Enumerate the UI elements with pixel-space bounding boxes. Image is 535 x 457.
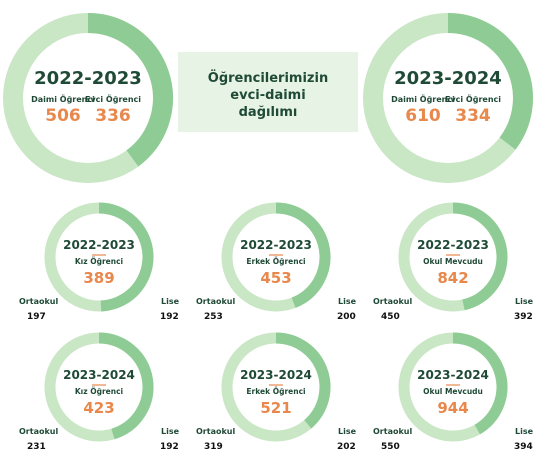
center-caption: Öğrencilerimizin evci-daimi dağılımı — [208, 70, 328, 120]
total-value: 521 — [260, 399, 291, 417]
lise-value: 192 — [160, 312, 179, 322]
group-label: Erkek Öğrenci — [246, 257, 305, 266]
daimi-value: 610 — [405, 106, 441, 126]
lise-value: 200 — [337, 312, 356, 322]
donut-title: 2022-2023 — [63, 238, 135, 252]
group-label: Okul Mevcudu — [423, 257, 483, 266]
donut-slice-lise — [452, 332, 508, 435]
ortaokul-label: Ortaokul — [373, 297, 412, 306]
ortaokul-label: Ortaokul — [19, 427, 58, 436]
donut-2023-school: 2023-2024 Okul Mevcudu 944 Ortaokul 550 Lise 3… — [373, 332, 534, 452]
donut-title: 2023-2024 — [417, 368, 489, 382]
donut-slice-evci — [87, 13, 173, 167]
daimi-label: Daimi Öğrenci — [31, 94, 95, 104]
donut-title: 2023-2024 — [63, 368, 135, 382]
lise-label: Lise — [515, 297, 534, 306]
donut-title: 2022-2023 — [240, 238, 312, 252]
donut-slice-lise — [98, 332, 154, 440]
ortaokul-value: 319 — [204, 442, 223, 452]
center-caption-line: dağılımı — [239, 105, 298, 120]
donut-title: 2022-2023 — [34, 68, 142, 89]
ortaokul-label: Ortaokul — [19, 297, 58, 306]
daimi-value: 506 — [45, 106, 81, 126]
lise-value: 394 — [514, 442, 533, 452]
total-value: 944 — [437, 399, 468, 417]
donut-slice-lise — [452, 202, 508, 311]
ortaokul-label: Ortaokul — [196, 427, 235, 436]
total-value: 389 — [83, 269, 114, 287]
center-caption-line: evci-daimi — [230, 88, 305, 103]
ortaokul-value: 197 — [27, 312, 46, 322]
donut-2022-boys: 2022-2023 Erkek Öğrenci 453 Ortaokul 253 Lise… — [196, 202, 357, 322]
lise-value: 202 — [337, 442, 356, 452]
daimi-label: Daimi Öğrenci — [391, 94, 455, 104]
group-label: Kız Öğrenci — [75, 387, 123, 396]
group-label: Erkek Öğrenci — [246, 387, 305, 396]
group-label: Okul Mevcudu — [423, 387, 483, 396]
ortaokul-value: 550 — [381, 442, 400, 452]
donut-2023-boys: 2023-2024 Erkek Öğrenci 521 Ortaokul 319 Lise… — [196, 332, 357, 452]
group-label: Kız Öğrenci — [75, 257, 123, 266]
total-value: 453 — [260, 269, 291, 287]
donut-2022-school: 2022-2023 Okul Mevcudu 842 Ortaokul 450 Lise 3… — [373, 202, 534, 322]
lise-label: Lise — [161, 297, 180, 306]
ortaokul-value: 253 — [204, 312, 223, 322]
ortaokul-value: 450 — [381, 312, 400, 322]
lise-label: Lise — [161, 427, 180, 436]
lise-label: Lise — [338, 427, 357, 436]
donut-title: 2023-2024 — [240, 368, 312, 382]
donut-slice-evci — [447, 13, 533, 150]
donut-title: 2023-2024 — [394, 68, 502, 89]
evci-label: Evci Öğrenci — [445, 94, 501, 104]
donut-2022-girls: 2022-2023 Kız Öğrenci 389 Ortaokul 197 Lise 19… — [19, 202, 180, 322]
lise-value: 192 — [160, 442, 179, 452]
donut-2023-girls: 2023-2024 Kız Öğrenci 423 Ortaokul 231 Lise 19… — [19, 332, 180, 452]
lise-value: 392 — [514, 312, 533, 322]
ortaokul-value: 231 — [27, 442, 46, 452]
total-value: 842 — [437, 269, 468, 287]
donut-slice-lise — [98, 202, 154, 312]
ortaokul-label: Ortaokul — [373, 427, 412, 436]
lise-label: Lise — [515, 427, 534, 436]
center-caption-line: Öğrencilerimizin — [208, 70, 328, 86]
center-band — [178, 52, 358, 132]
donut-slice-lise — [275, 332, 331, 429]
donut-title: 2022-2023 — [417, 238, 489, 252]
evci-label: Evci Öğrenci — [85, 94, 141, 104]
lise-label: Lise — [338, 297, 357, 306]
evci-value: 336 — [95, 106, 131, 126]
donut-slice-lise — [275, 202, 331, 308]
ortaokul-label: Ortaokul — [196, 297, 235, 306]
evci-value: 334 — [455, 106, 491, 126]
total-value: 423 — [83, 399, 114, 417]
